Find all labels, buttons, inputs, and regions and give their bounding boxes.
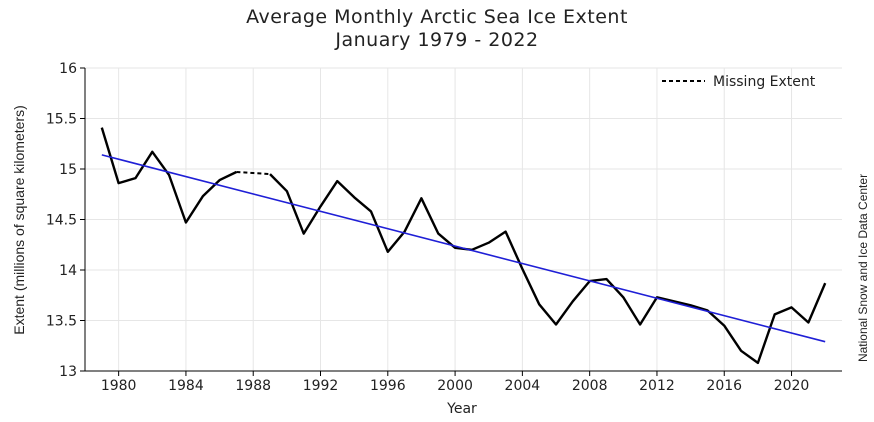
x-tick-label: 2016 [706, 378, 742, 394]
chart-subtitle: January 1979 - 2022 [335, 29, 539, 51]
y-tick-label: 15.5 [46, 112, 77, 128]
trend-line [101, 154, 826, 343]
credit-label: National Snow and Ice Data Center [856, 174, 870, 362]
legend: Missing Extent [662, 74, 816, 90]
y-tick-label: 14 [59, 263, 77, 279]
x-tick-label: 2020 [774, 378, 810, 394]
axes: 1980 1984 1988 1992 1996 2000 2004 2008 2012 2016… [46, 61, 842, 394]
y-tick-label: 16 [59, 61, 77, 77]
x-tick-label: 2004 [505, 378, 541, 394]
x-tick-label: 1992 [303, 378, 339, 394]
x-tick-label: 2000 [437, 378, 473, 394]
x-tick-label: 1988 [235, 378, 271, 394]
series-line-extent-0 [100, 127, 237, 224]
x-axis-label: Year [446, 401, 477, 417]
y-tick-label: 13.5 [46, 314, 77, 330]
x-tick-label: 1980 [101, 378, 137, 394]
x-tick-label: 2012 [639, 378, 675, 394]
y-axis-label: Extent (millions of square kilometers) [11, 105, 27, 335]
x-tick-label: 2008 [572, 378, 608, 394]
chart-title: Average Monthly Arctic Sea Ice Extent [246, 6, 628, 28]
grid [85, 67, 842, 372]
legend-label-missing-extent: Missing Extent [713, 74, 816, 90]
series-line-extent-2 [269, 173, 827, 365]
y-tick-label: 15 [59, 162, 77, 178]
y-tick-label: 13 [59, 364, 77, 380]
series-line-missing-extent [236, 171, 271, 176]
x-tick-label: 1984 [168, 378, 204, 394]
x-tick-label: 1996 [370, 378, 406, 394]
series-layer [100, 127, 827, 365]
y-tick-label: 14.5 [46, 213, 77, 229]
